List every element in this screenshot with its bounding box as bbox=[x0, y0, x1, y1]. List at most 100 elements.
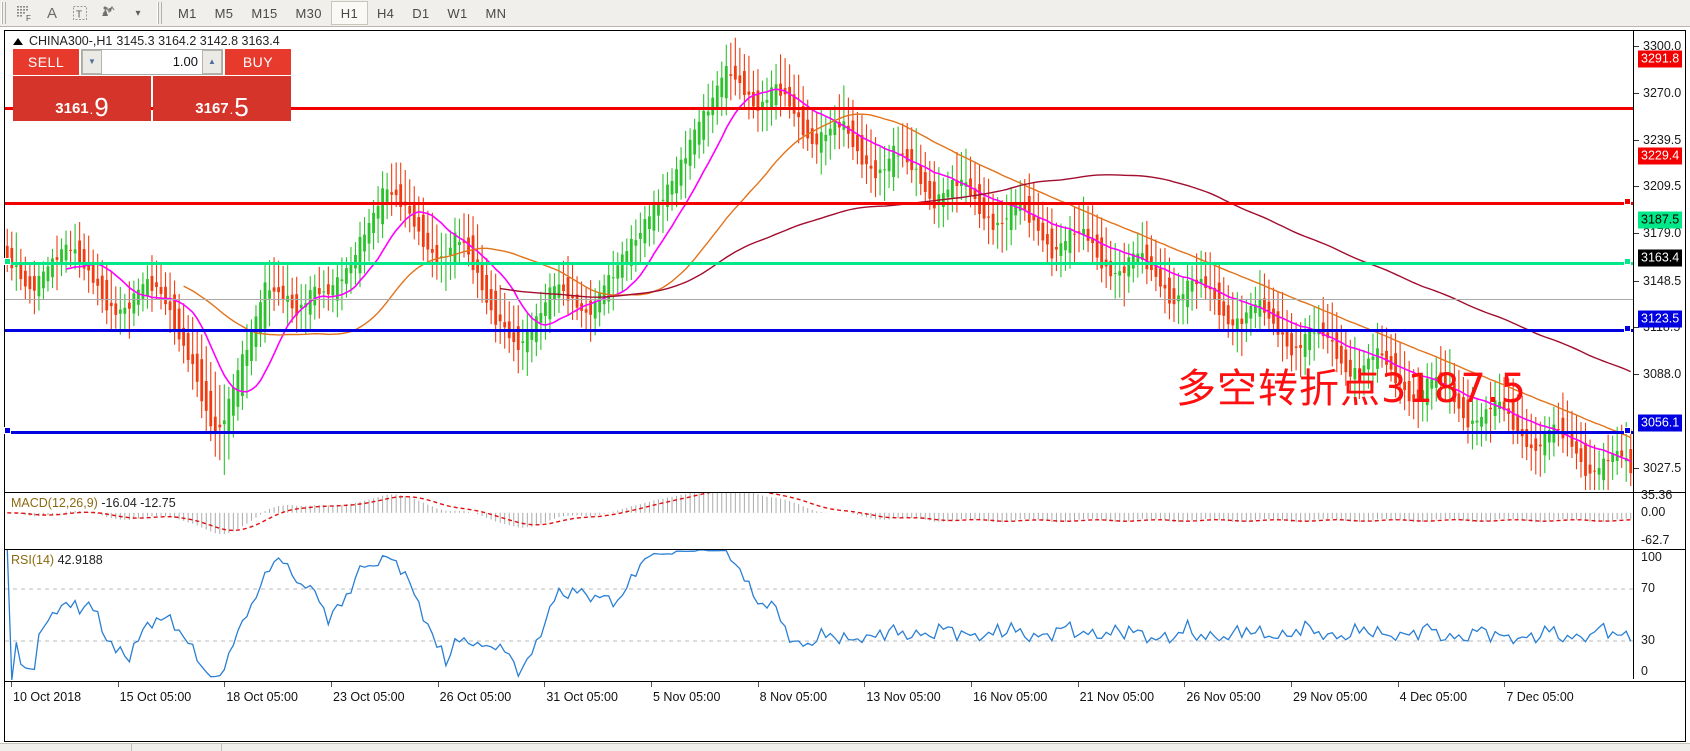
macd-pane[interactable]: MACD(12,26,9) -16.04 -12.75 bbox=[5, 492, 1685, 547]
arrows-shapes-icon[interactable] bbox=[94, 1, 124, 25]
macd-label: MACD(12,26,9) -16.04 -12.75 bbox=[11, 496, 176, 510]
price-level-badge-3229-4[interactable]: 3229.4 bbox=[1638, 147, 1683, 165]
time-scale[interactable]: 10 Oct 2018 15 Oct 05:00 18 Oct 05:00 23 Oc… bbox=[5, 681, 1685, 741]
svg-text:T: T bbox=[76, 10, 82, 21]
level-line-3187-5[interactable] bbox=[4, 258, 1633, 265]
buy-price-integer: 3167 bbox=[195, 100, 229, 117]
timeframe-m1[interactable]: M1 bbox=[178, 5, 197, 21]
rsi-pane[interactable]: RSI(14) 42.9188 bbox=[5, 549, 1685, 680]
price-level-badge-3163-4[interactable]: 3163.4 bbox=[1638, 249, 1683, 267]
sell-price-separator: . bbox=[89, 102, 94, 117]
time-axis-tick-2 bbox=[224, 682, 226, 687]
sell-price-display[interactable]: 3161 . 9 bbox=[13, 75, 151, 122]
time-axis-label-12: 29 Nov 05:00 bbox=[1293, 690, 1368, 704]
chevron-down-icon[interactable]: ▾ bbox=[124, 1, 152, 25]
level-line-3056-1[interactable] bbox=[4, 427, 1633, 434]
price-level-badge-3291-8[interactable]: 3291.8 bbox=[1638, 50, 1683, 68]
level-handle-3229-4[interactable] bbox=[1624, 198, 1631, 205]
chart-annotation-text[interactable]: 多空转折点3187.5 bbox=[1176, 366, 1527, 412]
level-line-3229-4[interactable] bbox=[5, 198, 1633, 205]
time-axis-label-6: 5 Nov 05:00 bbox=[653, 690, 721, 704]
price-tick-mark bbox=[1634, 139, 1639, 141]
text-label-icon[interactable]: T bbox=[66, 1, 94, 25]
price-tick-label-3239-5: 3239.5 bbox=[1643, 132, 1682, 147]
crosshair-chart-icon[interactable]: F bbox=[10, 1, 38, 25]
volume-input[interactable]: 1.00 bbox=[102, 50, 202, 74]
toolbar-separator bbox=[157, 2, 164, 24]
price-level-badge-3187-5[interactable]: 3187.5 bbox=[1638, 211, 1683, 229]
price-tick-mark bbox=[1634, 280, 1639, 282]
price-tick-label-3148-5: 3148.5 bbox=[1643, 273, 1682, 288]
price-tick-label-3300-0: 3300.0 bbox=[1643, 39, 1682, 54]
buy-price-fraction: 5 bbox=[234, 91, 249, 122]
sell-price-fraction: 9 bbox=[94, 91, 109, 122]
timeframe-m30[interactable]: M30 bbox=[295, 5, 322, 21]
buy-price-display[interactable]: 3167 . 5 bbox=[153, 75, 291, 122]
rsi-chart-canvas bbox=[5, 550, 1633, 680]
timeframe-mn[interactable]: MN bbox=[485, 5, 507, 21]
level-handle-left-3056-1[interactable] bbox=[4, 427, 11, 434]
macd-tick-label-1: 0.00 bbox=[1641, 504, 1666, 519]
main-toolbar: F A T ▾ M1 M5 M15 M30 H1 bbox=[0, 0, 1690, 27]
toolbar-grip-1[interactable] bbox=[1, 2, 8, 24]
timeframe-h1[interactable]: H1 bbox=[330, 1, 368, 25]
level-line-3123-5[interactable] bbox=[5, 325, 1633, 332]
price-tick-label-3270-0: 3270.0 bbox=[1643, 85, 1682, 100]
macd-name: MACD(12,26,9) bbox=[11, 496, 98, 510]
price-tick-label-3209-5: 3209.5 bbox=[1643, 179, 1682, 194]
one-click-trading-panel[interactable]: SELL ▼ 1.00 ▲ BUY 3161 . 9 3167 bbox=[13, 49, 291, 121]
price-tick-label-3179-0: 3179.0 bbox=[1643, 226, 1682, 241]
macd-tick-label-2: -62.7 bbox=[1641, 533, 1670, 547]
time-axis-tick-9 bbox=[971, 682, 972, 687]
time-axis-tick-12 bbox=[1291, 682, 1292, 687]
volume-stepper[interactable]: ▼ 1.00 ▲ bbox=[81, 49, 223, 75]
time-axis-label-14: 7 Dec 05:00 bbox=[1506, 690, 1574, 704]
trade-panel-controls: SELL ▼ 1.00 ▲ BUY bbox=[13, 49, 291, 75]
time-axis-label-3: 23 Oct 05:00 bbox=[333, 690, 405, 704]
time-axis-tick-3 bbox=[331, 682, 332, 687]
volume-increase-button[interactable]: ▲ bbox=[202, 50, 222, 74]
time-axis-tick-5 bbox=[544, 682, 546, 687]
price-level-badge-3056-1[interactable]: 3056.1 bbox=[1638, 414, 1683, 432]
time-axis-tick-13 bbox=[1397, 682, 1399, 687]
rsi-tick-label-70: 70 bbox=[1641, 581, 1655, 595]
time-axis-tick-11 bbox=[1184, 682, 1186, 687]
timeframe-d1[interactable]: D1 bbox=[412, 5, 430, 21]
timeframe-m5[interactable]: M5 bbox=[214, 5, 234, 21]
time-axis-tick-7 bbox=[757, 682, 759, 687]
price-tick-label-3088-0: 3088.0 bbox=[1643, 367, 1682, 382]
price-axis-separator bbox=[1633, 31, 1634, 679]
level-line-3291-8[interactable] bbox=[5, 107, 1633, 110]
level-handle-3187-5[interactable] bbox=[1624, 258, 1631, 265]
timeframe-w1[interactable]: W1 bbox=[447, 5, 468, 21]
price-tick-mark bbox=[1634, 233, 1639, 235]
level-handle-3056-1[interactable] bbox=[1624, 427, 1631, 434]
chart-window[interactable]: CHINA300-,H1 3145.3 3164.2 3142.8 3163.4… bbox=[4, 30, 1686, 742]
time-axis-label-1: 15 Oct 05:00 bbox=[119, 690, 192, 704]
volume-decrease-button[interactable]: ▼ bbox=[82, 50, 102, 74]
text-object-glyph: A bbox=[46, 4, 57, 22]
time-axis-tick-8 bbox=[864, 682, 866, 687]
timeframe-h4[interactable]: H4 bbox=[376, 5, 395, 21]
price-tick-mark bbox=[1634, 374, 1639, 376]
chart-collapse-icon[interactable] bbox=[13, 37, 23, 45]
rsi-label: RSI(14) 42.9188 bbox=[11, 553, 103, 567]
time-axis-label-5: 31 Oct 05:00 bbox=[546, 690, 618, 704]
rsi-tick-label-100: 100 bbox=[1641, 550, 1662, 564]
price-pane[interactable]: CHINA300-,H1 3145.3 3164.2 3142.8 3163.4… bbox=[4, 31, 1685, 490]
buy-price-separator: . bbox=[229, 102, 234, 117]
price-tick-label-3027-5: 3027.5 bbox=[1643, 460, 1682, 475]
text-object-icon[interactable]: A bbox=[38, 1, 66, 25]
chart-symbol-label: CHINA300-,H1 bbox=[29, 34, 113, 48]
level-handle-left-3187-5[interactable] bbox=[4, 258, 11, 265]
time-axis-tick-1 bbox=[117, 682, 119, 687]
timeframe-m15[interactable]: M15 bbox=[251, 5, 278, 21]
last-price-line bbox=[5, 299, 1633, 300]
time-axis-label-9: 16 Nov 05:00 bbox=[973, 690, 1048, 704]
sell-button[interactable]: SELL bbox=[13, 49, 79, 75]
level-handle-3123-5[interactable] bbox=[1624, 325, 1631, 332]
rsi-tick-label-0: 0 bbox=[1641, 664, 1648, 678]
time-axis-tick-10 bbox=[1077, 682, 1079, 687]
buy-button[interactable]: BUY bbox=[225, 49, 291, 75]
price-level-badge-3123-5[interactable]: 3123.5 bbox=[1638, 310, 1683, 328]
